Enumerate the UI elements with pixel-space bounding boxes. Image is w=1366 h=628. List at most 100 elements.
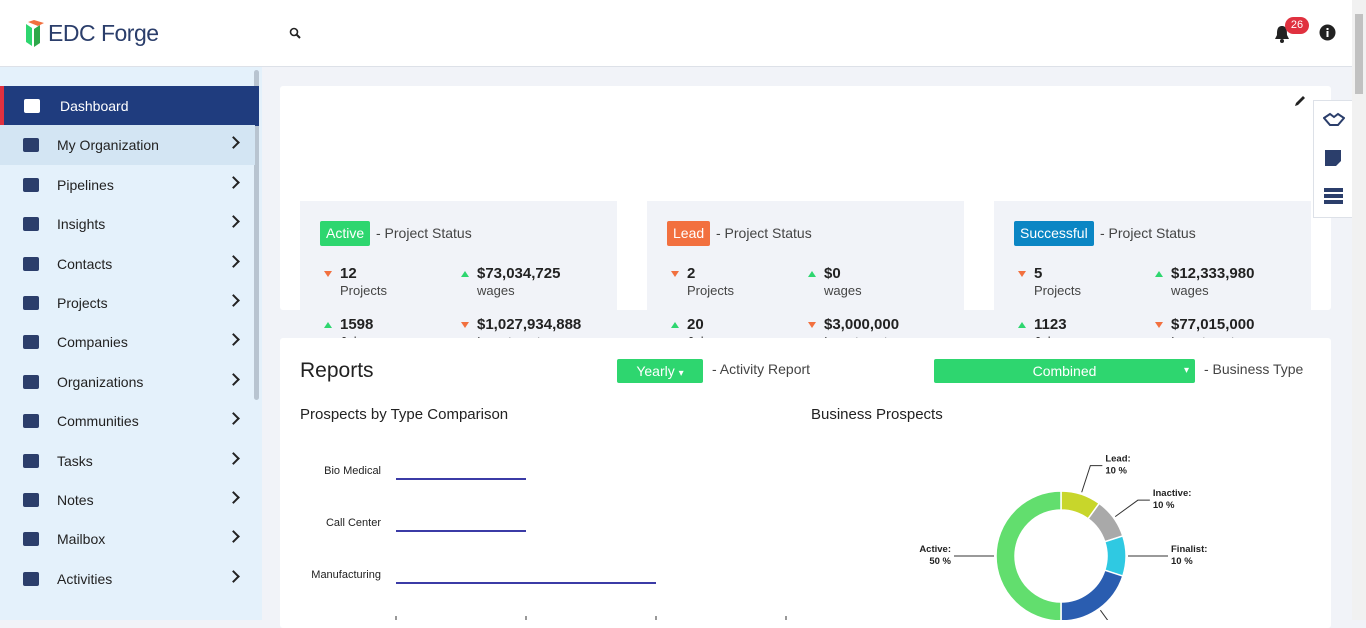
trend-up <box>808 271 816 277</box>
business-type-value: Combined <box>1032 363 1097 379</box>
sidebar-item[interactable]: My Organization <box>0 125 255 166</box>
business-type-label: - Business Type <box>1204 361 1304 377</box>
bar <box>396 530 526 532</box>
charts: Prospects by Type Comparison Bio Medical C… <box>300 406 1207 620</box>
sidebar-icon <box>23 414 39 429</box>
trend-up <box>461 271 469 277</box>
logo-text: EDC Forge <box>48 20 159 46</box>
chart-title: Business Prospects <box>811 406 943 423</box>
sidebar-label: Activities <box>57 570 113 587</box>
sidebar-item[interactable]: Tasks <box>0 441 255 481</box>
reports-title: Reports <box>300 359 374 382</box>
period-label: - Activity Report <box>712 361 811 377</box>
sidebar-scrollbar <box>254 70 259 400</box>
sidebar-icon <box>23 256 39 271</box>
stat-label: Projects <box>340 283 387 298</box>
stat-value: 12 <box>340 265 357 282</box>
sidebar-label: Contacts <box>57 255 113 272</box>
trend-up <box>324 322 332 328</box>
trend-down <box>1018 271 1026 277</box>
leader-line <box>1114 499 1150 518</box>
category-label: Bio Medical <box>324 465 381 477</box>
sidebar-icon <box>23 138 39 153</box>
sidebar-item[interactable]: Notes <box>0 480 255 520</box>
stat-value: $0 <box>824 265 841 282</box>
sidebar-item[interactable]: Organizations <box>0 362 255 402</box>
status-badge: Active <box>320 221 371 246</box>
sidebar-item[interactable]: Pipelines <box>0 165 255 205</box>
trend-down <box>1155 322 1163 328</box>
sidebar-label: Organizations <box>57 373 144 390</box>
status-badge: Successful <box>1014 221 1094 246</box>
sidebar-icon <box>23 374 39 389</box>
category-label: Manufacturing <box>311 569 381 581</box>
status-subtitle: - Project Status <box>1100 225 1196 241</box>
stat-value: 5 <box>1034 265 1043 282</box>
trend-down <box>671 271 679 277</box>
status-subtitle: - Project Status <box>376 225 472 241</box>
sidebar-label: Companies <box>57 334 128 351</box>
stat-value: 2 <box>687 265 696 282</box>
slice-value: 10 % <box>1105 466 1127 477</box>
chart-title: Prospects by Type Comparison <box>300 406 508 423</box>
slice-label: Inactive: <box>1153 488 1192 499</box>
sidebar-item[interactable]: Insights <box>0 204 255 244</box>
sidebar-label: Insights <box>57 216 106 233</box>
status-subtitle: - Project Status <box>716 225 812 241</box>
slice-value: 10 % <box>1171 556 1193 567</box>
category-label: Call Center <box>326 517 381 529</box>
page-scrollbar <box>1352 0 1366 620</box>
sidebar-item[interactable]: Projects <box>0 283 255 323</box>
edit-icon[interactable] <box>1293 94 1307 108</box>
sidebar-label: Pipelines <box>57 176 114 193</box>
sidebar-icon <box>23 571 39 586</box>
sidebar-label: Projects <box>57 295 108 311</box>
slice-label: Finalist: <box>1171 544 1207 555</box>
tasks-icon[interactable] <box>1324 188 1343 205</box>
business-type-select[interactable]: Combined ▾ <box>934 359 1195 383</box>
sidebar-icon <box>24 99 40 113</box>
sidebar-icon <box>23 217 39 232</box>
trend-down <box>324 271 332 277</box>
stat-label: Projects <box>687 283 734 298</box>
pie-slice <box>1060 569 1124 620</box>
status-card: Active - Project Status 12 Projects $73,034,… <box>280 86 1331 369</box>
bar <box>396 582 656 584</box>
sidebar-icon <box>23 177 39 192</box>
stat-label: Projects <box>1034 283 1081 298</box>
sidebar-label: My Organization <box>57 137 159 154</box>
stat-label: wages <box>824 283 862 298</box>
stat-value: 20 <box>687 316 704 333</box>
info-icon[interactable] <box>1319 24 1336 41</box>
logo-icon <box>26 20 44 47</box>
sidebar-item[interactable]: Contacts <box>0 244 255 284</box>
sidebar-label: Notes <box>57 492 94 508</box>
status-badge: Lead <box>667 221 711 246</box>
sidebar-item[interactable]: Communities <box>0 401 255 441</box>
stat-value: $3,000,000 <box>824 316 900 333</box>
slice-label: Active: <box>919 544 951 555</box>
search-icon[interactable] <box>289 27 301 39</box>
stat-value: $12,333,980 <box>1171 265 1255 282</box>
period-select[interactable]: Yearly ▾ <box>617 359 703 383</box>
trend-down <box>808 322 816 328</box>
sidebar-item[interactable]: Dashboard <box>0 86 259 126</box>
period-value: Yearly <box>636 363 675 379</box>
sidebar-icon <box>23 532 39 547</box>
slice-label: Lead: <box>1105 454 1130 465</box>
sidebar-item[interactable]: Mailbox <box>0 519 255 559</box>
stat-value: $73,034,725 <box>477 265 561 282</box>
trend-up <box>671 322 679 328</box>
sidebar-icon <box>23 493 39 507</box>
sidebar-icon <box>23 296 39 310</box>
note-icon[interactable] <box>1325 150 1342 167</box>
stat-value: $77,015,000 <box>1171 316 1255 333</box>
pie-slice <box>1103 534 1127 578</box>
handshake-icon[interactable] <box>1323 111 1345 129</box>
sidebar-icon <box>23 453 39 468</box>
quick-toolbar <box>1313 100 1353 218</box>
sidebar-label: Mailbox <box>57 531 106 548</box>
slice-value: 50 % <box>929 556 951 567</box>
sidebar-item[interactable]: Companies <box>0 322 255 362</box>
sidebar-item[interactable]: Activities <box>0 559 255 599</box>
